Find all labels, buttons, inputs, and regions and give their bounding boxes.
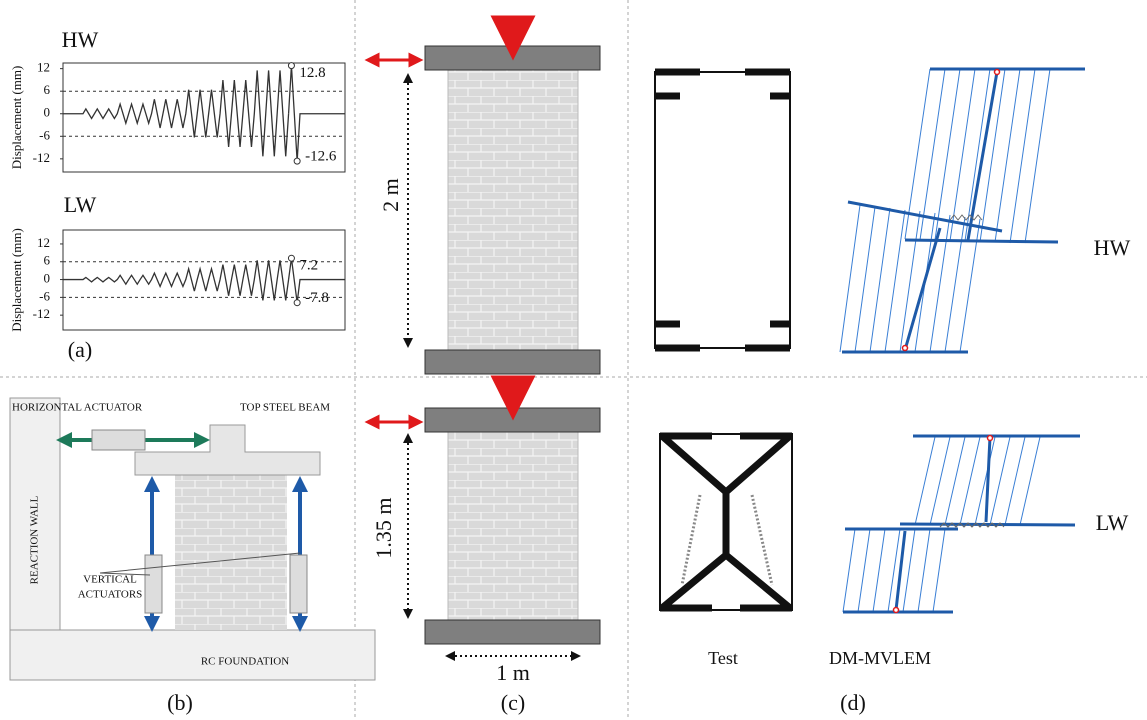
panel-d: Test DM-MVLEM HW LW (d) <box>655 69 1131 715</box>
y-tick-label: 0 <box>44 271 51 286</box>
chart-title: LW <box>64 192 97 217</box>
peak-label: -7.8 <box>305 290 329 306</box>
figure: (a) HW Displacement (mm) -12 -6 0 6 12 12.8 -12.… <box>0 0 1147 720</box>
y-tick-label: -12 <box>33 150 50 165</box>
y-tick-label: 0 <box>44 105 51 120</box>
y-tick-label: 12 <box>37 60 50 75</box>
peak-label: -12.6 <box>305 149 337 165</box>
label: REACTION WALL <box>29 495 41 584</box>
y-tick-label: 12 <box>37 235 50 250</box>
dimension: 2 m <box>378 178 403 212</box>
panel-b: HORIZONTAL ACTUATOR TOP STEEL BEAM REACT… <box>10 398 375 715</box>
y-tick-label: 6 <box>44 253 51 268</box>
y-axis-label: Displacement (mm) <box>9 228 24 332</box>
label: RC FOUNDATION <box>201 656 289 668</box>
waveform <box>63 70 289 156</box>
y-axis-label: Displacement (mm) <box>9 66 24 170</box>
label: TOP STEEL BEAM <box>240 402 330 414</box>
dimension: 1 m <box>496 660 530 685</box>
panel-c: 2 m 1.35 m 1 m (c) <box>371 18 600 715</box>
peak-label: 7.2 <box>299 258 318 274</box>
row-label: LW <box>1096 510 1129 535</box>
column-label: DM-MVLEM <box>829 648 931 668</box>
panel-label: (a) <box>68 337 92 362</box>
y-tick-label: -6 <box>39 288 50 303</box>
label: ACTUATORS <box>78 589 143 601</box>
panel-label: (d) <box>840 690 866 715</box>
column-label: Test <box>708 648 738 668</box>
y-tick-label: 6 <box>44 82 51 97</box>
peak-marker <box>288 255 294 261</box>
y-tick-label: -12 <box>33 306 50 321</box>
peak-marker <box>294 300 300 306</box>
panel-label: (c) <box>501 690 525 715</box>
peak-label: 12.8 <box>299 65 325 81</box>
chart-title: HW <box>62 27 99 52</box>
label: VERTICAL <box>83 574 137 586</box>
waveform <box>63 260 289 300</box>
y-tick-label: -6 <box>39 127 50 142</box>
panel-label: (b) <box>167 690 193 715</box>
peak-marker <box>294 158 300 164</box>
dimension: 1.35 m <box>371 497 396 558</box>
row-label: HW <box>1094 235 1131 260</box>
label: HORIZONTAL ACTUATOR <box>12 402 143 414</box>
panel-a: (a) HW Displacement (mm) -12 -6 0 6 12 12.8 -12.… <box>9 27 345 362</box>
peak-marker <box>288 63 294 69</box>
